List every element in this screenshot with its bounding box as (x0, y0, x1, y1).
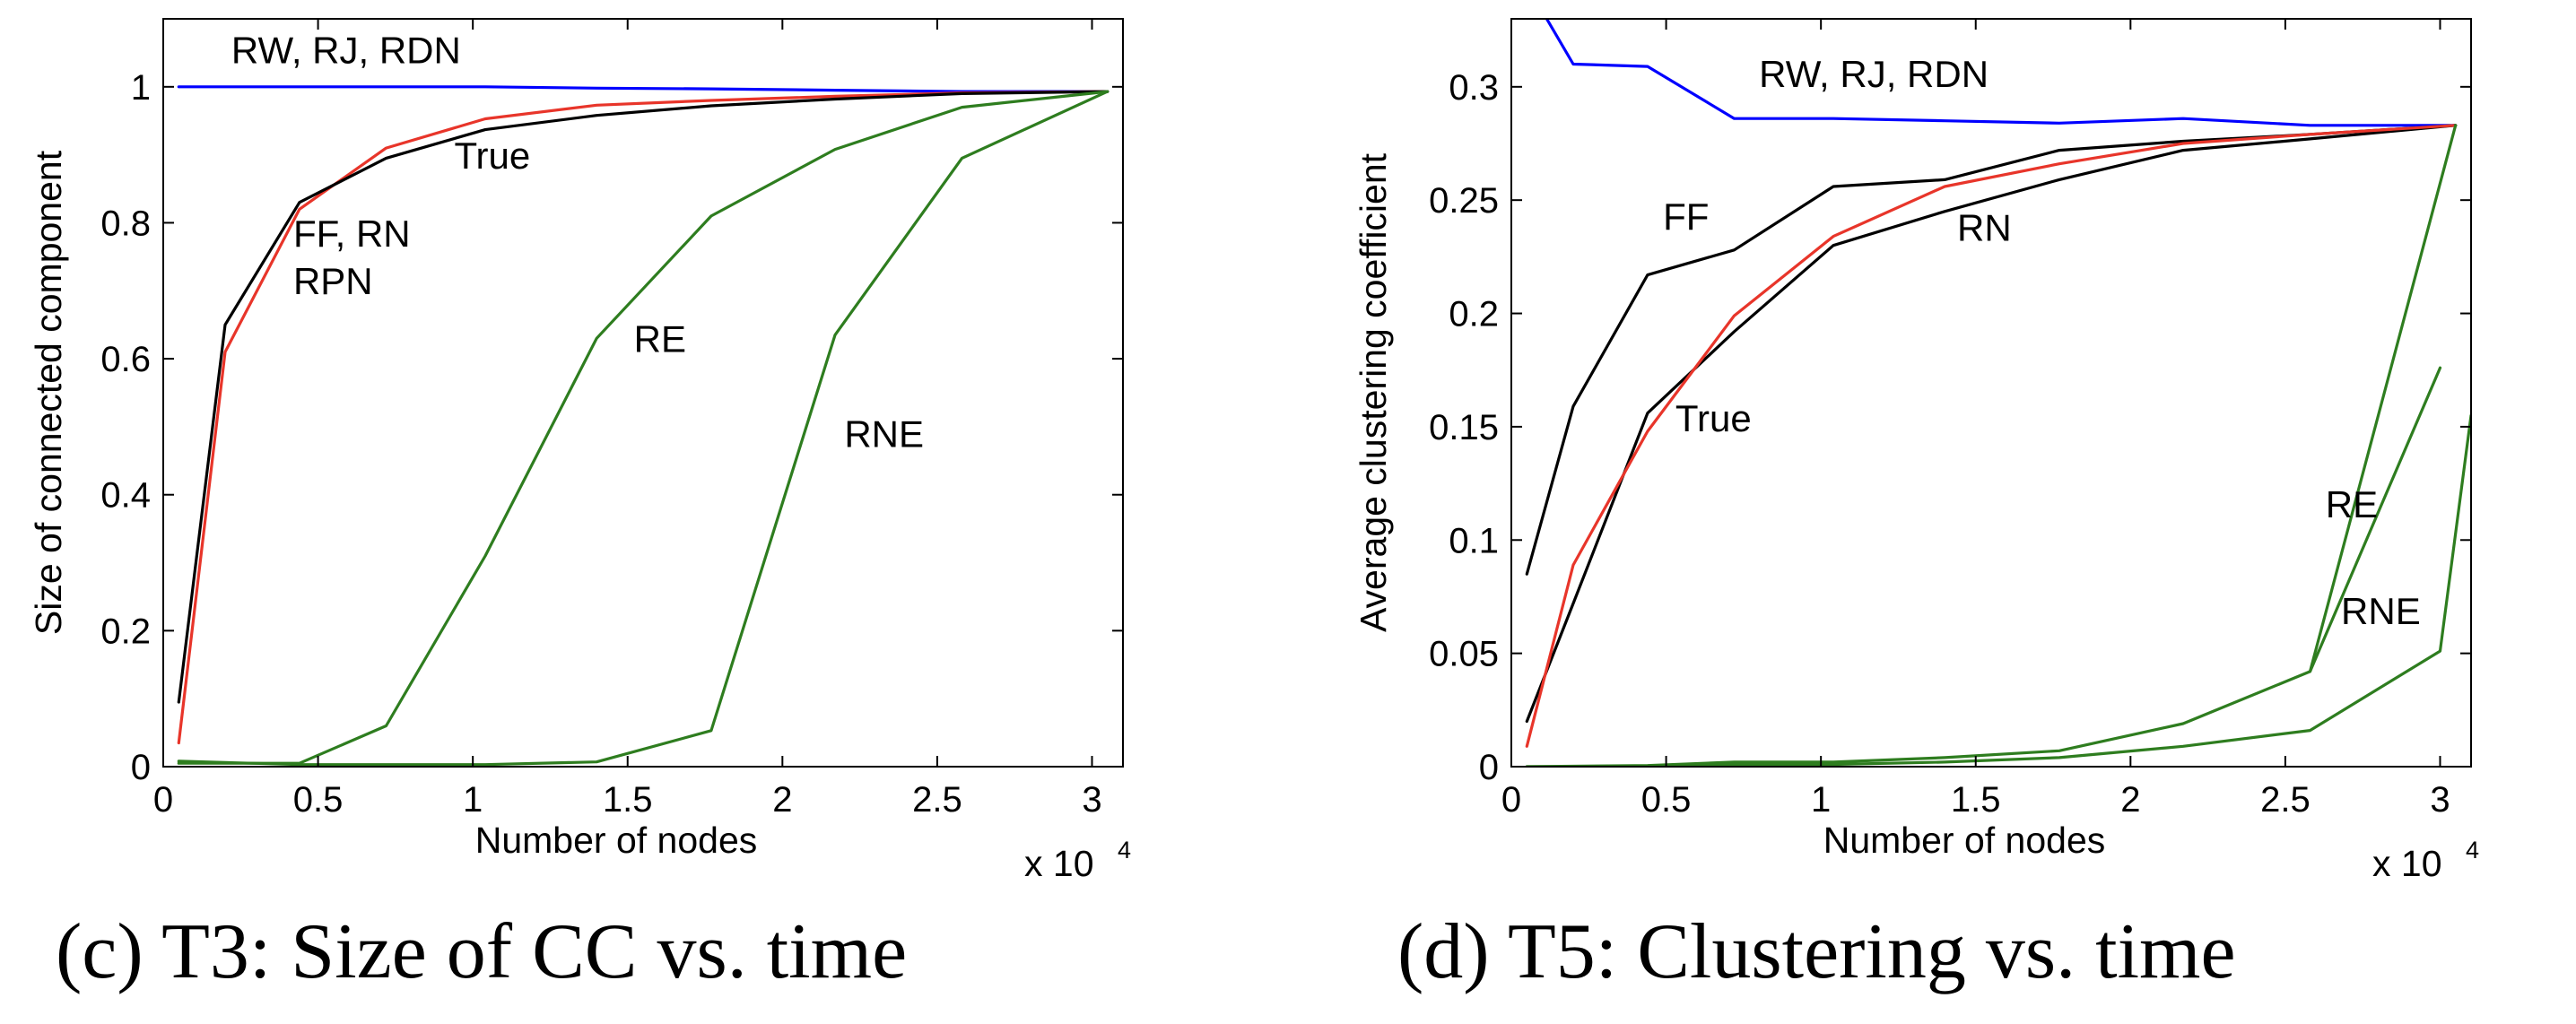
series-line-6 (1525, 413, 2471, 767)
series-line-5 (1525, 124, 2458, 767)
series-annotation: RPN (293, 260, 373, 302)
x-axis-label: Number of nodes (475, 820, 758, 861)
x-tick-label: 0 (1501, 780, 1521, 820)
y-tick-label: 0 (1479, 748, 1499, 787)
series-line-4 (177, 90, 1110, 765)
series-annotation: RNE (2341, 590, 2421, 632)
x-tick-label: 1 (1811, 780, 1831, 820)
series-annotation: RN (1957, 207, 2012, 249)
figure-caption: (d) T5: Clustering vs. time (1397, 908, 2236, 995)
x-tick-label: 2 (2120, 780, 2140, 820)
plot-frame (162, 18, 1124, 768)
series-group (1525, 19, 2471, 767)
x-tick-label: 2.5 (2260, 780, 2311, 820)
y-axis-label: Average clustering coefficient (1353, 152, 1394, 632)
series-annotation: RE (2326, 483, 2378, 525)
y-tick-label: 0.6 (100, 340, 151, 379)
x-axis-multiplier-exponent: 4 (1118, 837, 1131, 863)
x-axis-multiplier: x 10 (1024, 843, 1094, 884)
y-tick-label: 0.8 (100, 204, 151, 243)
y-tick-label: 0.3 (1449, 68, 1499, 108)
series-annotation: True (1675, 397, 1752, 439)
y-tick-label: 1 (131, 68, 151, 108)
x-tick-label: 3 (1082, 780, 1101, 820)
x-tick-label: 1 (463, 780, 483, 820)
series-line-4 (1525, 124, 2458, 748)
x-tick-label: 3 (2430, 780, 2450, 820)
plot-frame (1510, 18, 2472, 768)
series-annotation: RE (634, 318, 686, 360)
x-tick-label: 2 (772, 780, 792, 820)
chart-panel-d: 0 0.5 1 1.5 2 2.5 3 0 0.05 0.1 0.15 0.2 0.25 0.3 Numbe… (1353, 18, 2479, 995)
x-axis-multiplier: x 10 (2372, 843, 2442, 884)
y-tick-label: 0.2 (100, 612, 151, 651)
series-annotation: RW, RJ, RDN (1759, 53, 1989, 95)
series-line-1 (1545, 19, 2458, 127)
series-annotation: True (454, 135, 530, 177)
figure-caption: (c) T3: Size of CC vs. time (56, 908, 907, 995)
y-tick-label: 0.05 (1429, 635, 1499, 674)
series-annotation: RNE (844, 413, 924, 456)
series-line-2 (177, 90, 1110, 745)
y-tick-label: 0.2 (1449, 295, 1499, 334)
series-line-5 (177, 90, 1110, 767)
series-group (177, 85, 1110, 767)
x-tick-label: 1.5 (603, 780, 653, 820)
x-axis-label: Number of nodes (1823, 820, 2106, 861)
y-axis-label: Size of connected component (28, 150, 69, 635)
series-line-1 (177, 85, 1110, 93)
x-axis-multiplier-exponent: 4 (2466, 837, 2479, 863)
x-tick-label: 1.5 (1951, 780, 2001, 820)
series-line-2 (1525, 124, 2458, 576)
y-tick-label: 0 (131, 748, 151, 787)
y-tick-label: 0.15 (1429, 408, 1499, 447)
series-annotation: RW, RJ, RDN (231, 29, 461, 71)
x-tick-label: 0 (153, 780, 173, 820)
x-tick-label: 2.5 (912, 780, 962, 820)
series-annotation: FF (1663, 195, 1709, 238)
series-line-3 (177, 90, 1110, 704)
series-line-3 (1525, 124, 2458, 724)
y-tick-label: 0.25 (1429, 181, 1499, 221)
y-tick-label: 0.4 (100, 476, 151, 516)
x-tick-label: 0.5 (293, 780, 344, 820)
series-line-7 (2308, 366, 2442, 673)
series-annotation: FF, RN (293, 213, 411, 255)
y-tick-label: 0.1 (1449, 521, 1499, 560)
x-tick-label: 0.5 (1641, 780, 1692, 820)
